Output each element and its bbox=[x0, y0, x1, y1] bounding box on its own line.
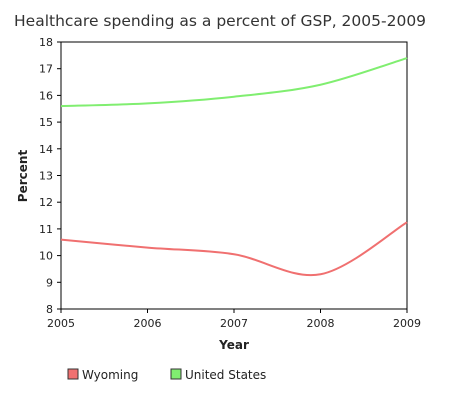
series-line-united-states bbox=[60, 57, 408, 108]
legend-label: United States bbox=[185, 368, 266, 382]
plot-area bbox=[60, 41, 408, 310]
y-tick-label: 15 bbox=[39, 116, 53, 129]
x-tick-label: 2007 bbox=[220, 317, 248, 330]
legend-swatch bbox=[170, 368, 182, 380]
x-axis-label: Year bbox=[218, 338, 249, 352]
legend-item-wyoming[interactable]: Wyoming bbox=[67, 368, 138, 382]
y-tick-label: 10 bbox=[39, 250, 53, 263]
x-tick-label: 2006 bbox=[134, 317, 162, 330]
y-tick-label: 12 bbox=[39, 196, 53, 209]
x-tick-label: 2005 bbox=[47, 317, 75, 330]
x-tick-label: 2009 bbox=[393, 317, 421, 330]
y-tick-label: 16 bbox=[39, 89, 53, 102]
y-tick-label: 18 bbox=[39, 36, 53, 49]
y-tick-label: 11 bbox=[39, 223, 53, 236]
y-tick-label: 14 bbox=[39, 143, 53, 156]
y-tick-label: 17 bbox=[39, 63, 53, 76]
chart-title: Healthcare spending as a percent of GSP,… bbox=[14, 12, 426, 30]
x-tick-label: 2008 bbox=[307, 317, 335, 330]
legend-item-united-states[interactable]: United States bbox=[170, 368, 266, 382]
legend-label: Wyoming bbox=[82, 368, 138, 382]
y-tick-label: 8 bbox=[46, 303, 53, 316]
y-axis-label: Percent bbox=[16, 150, 30, 203]
y-tick-label: 13 bbox=[39, 170, 53, 183]
legend-swatch bbox=[67, 368, 79, 380]
legend[interactable]: Wyoming United States bbox=[67, 368, 266, 382]
series-line-wyoming bbox=[60, 221, 408, 277]
y-tick-label: 9 bbox=[46, 276, 53, 289]
